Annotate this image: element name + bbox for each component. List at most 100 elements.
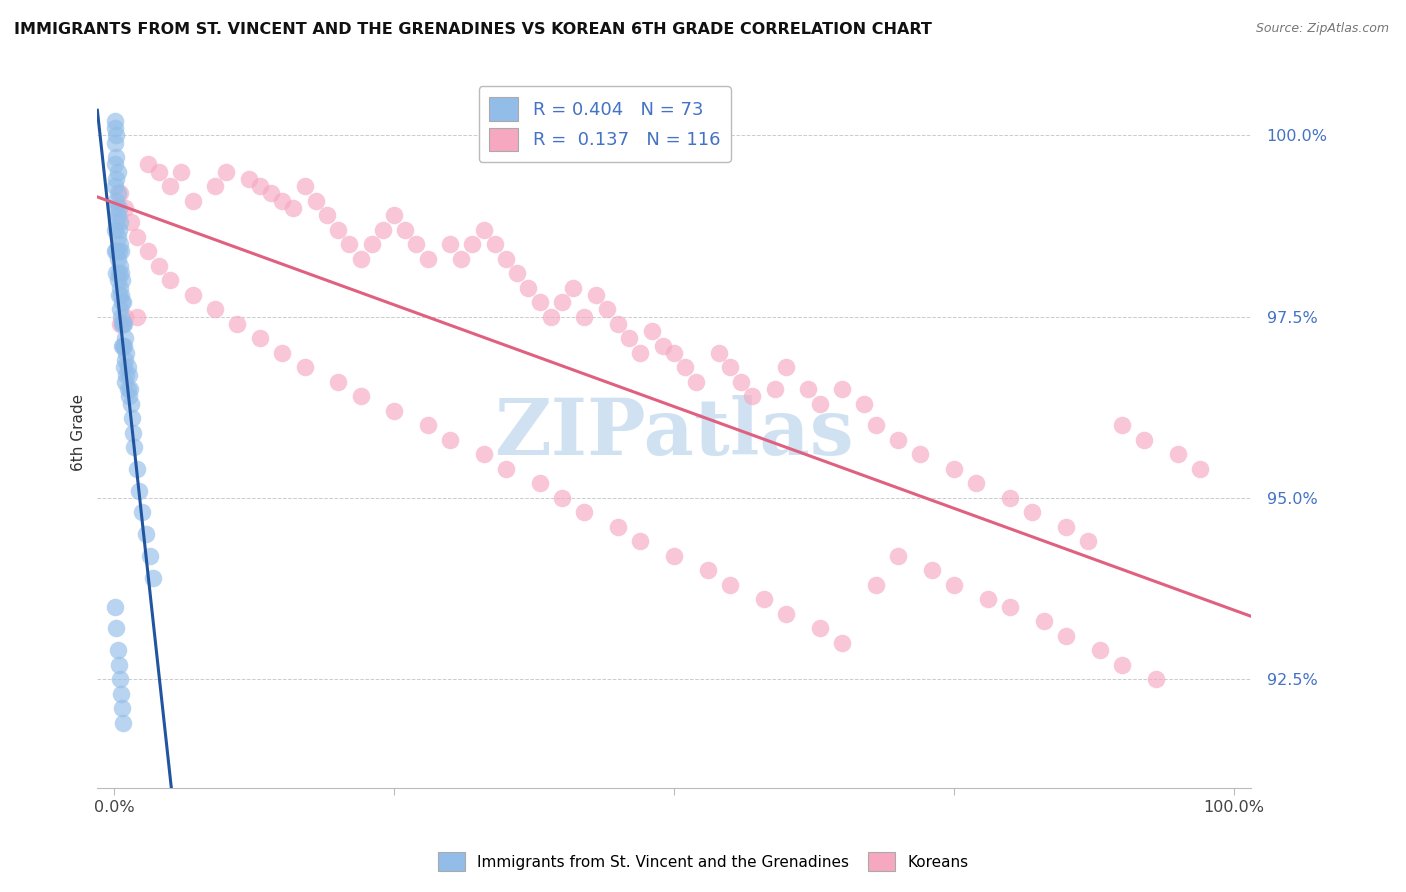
Point (108, 302, 131, 317)
Point (111, 701, 134, 715)
Point (112, 295, 135, 310)
Point (887, 433, 910, 447)
Point (110, 310, 132, 324)
Point (124, 440, 146, 454)
Point (1088, 643, 1111, 657)
Point (718, 360, 741, 375)
Point (105, 194, 128, 208)
Point (394, 222, 416, 236)
Point (371, 222, 394, 236)
Point (1021, 505, 1043, 519)
Point (105, 150, 128, 164)
Point (349, 389, 371, 403)
Point (105, 128, 128, 143)
Point (112, 715, 135, 730)
Point (718, 578, 741, 592)
Point (685, 375, 707, 389)
Point (104, 599, 127, 614)
Point (120, 215, 142, 229)
Point (117, 382, 139, 396)
Point (662, 346, 685, 360)
Point (114, 201, 136, 215)
Point (105, 215, 128, 229)
Point (118, 389, 141, 403)
Point (998, 599, 1021, 614)
Point (107, 201, 129, 215)
Point (204, 302, 226, 317)
Point (104, 157, 127, 171)
Point (114, 375, 136, 389)
Point (107, 244, 129, 259)
Point (976, 592, 998, 607)
Point (136, 157, 159, 171)
Point (775, 607, 797, 621)
Point (484, 237, 506, 252)
Point (111, 317, 134, 331)
Point (1032, 614, 1054, 628)
Point (574, 505, 596, 519)
Point (108, 215, 131, 229)
Point (1167, 447, 1189, 461)
Point (104, 179, 127, 194)
Point (294, 360, 316, 375)
Point (574, 310, 596, 324)
Point (1054, 628, 1077, 642)
Point (112, 317, 135, 331)
Point (121, 411, 143, 425)
Point (416, 418, 439, 433)
Point (108, 280, 131, 294)
Point (134, 527, 156, 541)
Point (107, 252, 129, 266)
Point (105, 172, 128, 186)
Point (472, 447, 495, 461)
Point (326, 375, 349, 389)
Point (551, 295, 574, 310)
Point (283, 201, 305, 215)
Point (887, 549, 910, 563)
Point (326, 222, 349, 236)
Point (517, 280, 540, 294)
Point (294, 179, 316, 194)
Point (128, 483, 150, 498)
Point (337, 237, 360, 252)
Point (107, 186, 129, 201)
Point (316, 208, 339, 222)
Point (405, 237, 427, 252)
Point (142, 570, 165, 584)
Point (1189, 462, 1212, 476)
Point (439, 237, 461, 252)
Point (118, 368, 141, 382)
Point (910, 447, 932, 461)
Point (112, 360, 135, 375)
Point (640, 324, 662, 338)
Point (114, 353, 136, 368)
Point (797, 382, 820, 396)
Point (998, 491, 1021, 505)
Point (260, 186, 283, 201)
Point (382, 208, 405, 222)
Point (111, 273, 134, 287)
Point (226, 317, 249, 331)
Point (305, 194, 328, 208)
Point (115, 368, 138, 382)
Point (104, 201, 127, 215)
Point (506, 266, 529, 280)
Point (117, 360, 139, 375)
Point (105, 621, 128, 635)
Point (104, 244, 127, 259)
Point (1111, 657, 1133, 672)
Point (775, 360, 797, 375)
Point (112, 317, 135, 331)
Point (215, 164, 238, 178)
Point (170, 164, 193, 178)
Point (673, 360, 696, 375)
Point (108, 186, 131, 201)
Point (105, 266, 128, 280)
Point (808, 396, 831, 410)
Point (472, 222, 495, 236)
Point (107, 164, 129, 178)
Y-axis label: 6th Grade: 6th Grade (72, 394, 86, 471)
Text: Source: ZipAtlas.com: Source: ZipAtlas.com (1256, 22, 1389, 36)
Point (630, 346, 652, 360)
Point (865, 418, 887, 433)
